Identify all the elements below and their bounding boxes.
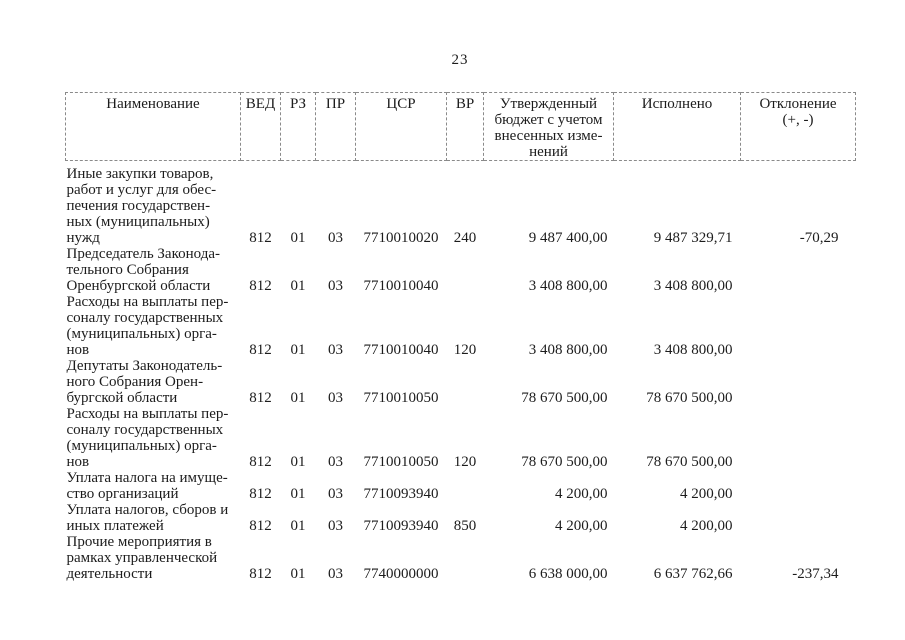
cell-name: Уплата налога на имуще- ство организаций xyxy=(66,470,228,502)
cell-budget: 9 487 400,00 xyxy=(528,230,608,246)
cell-executed: 6 637 762,66 xyxy=(653,566,733,582)
cell-csr: 7710010050 xyxy=(363,454,439,470)
cell-rz: 01 xyxy=(290,566,306,582)
cell-csr: 7710010020 xyxy=(363,230,439,246)
cell-name: Прочие мероприятия в рамках управленческ… xyxy=(66,534,218,582)
cell-ved: 812 xyxy=(249,566,272,582)
cell-pr: 03 xyxy=(328,342,343,358)
cell-csr: 7710093940 xyxy=(363,486,439,502)
header-budget: Утвержденный бюджет с учетом внесенных и… xyxy=(483,92,614,161)
table-header-row: Наименование ВЕД РЗ ПР ЦСР ВР Утвержденн… xyxy=(65,92,856,161)
cell-rz: 01 xyxy=(290,342,306,358)
cell-vr xyxy=(447,470,484,502)
cell-name: Расходы на выплаты пер- соналу государст… xyxy=(66,406,229,470)
cell-deviation xyxy=(741,294,856,358)
cell-name: Расходы на выплаты пер- соналу государст… xyxy=(66,294,229,358)
cell-budget: 4 200,00 xyxy=(555,518,608,534)
cell-csr: 7710010050 xyxy=(363,390,439,406)
cell-pr: 03 xyxy=(328,278,343,294)
cell-executed: 3 408 800,00 xyxy=(653,278,733,294)
cell-vr: 240 xyxy=(453,230,477,246)
table-row: Уплата налога на имуще- ство организаций… xyxy=(66,470,856,502)
cell-executed: 78 670 500,00 xyxy=(646,390,733,406)
cell-csr: 7710010040 xyxy=(363,278,439,294)
cell-deviation xyxy=(741,246,856,294)
cell-deviation xyxy=(741,358,856,406)
cell-executed: 78 670 500,00 xyxy=(646,454,733,470)
cell-deviation xyxy=(741,406,856,470)
header-pr: ПР xyxy=(315,92,356,161)
cell-pr: 03 xyxy=(328,230,343,246)
cell-deviation xyxy=(741,470,856,502)
cell-vr: 120 xyxy=(453,454,477,470)
cell-budget: 4 200,00 xyxy=(555,486,608,502)
cell-ved: 812 xyxy=(249,454,272,470)
cell-rz: 01 xyxy=(290,230,306,246)
cell-rz: 01 xyxy=(290,486,306,502)
cell-ved: 812 xyxy=(249,342,272,358)
cell-budget: 3 408 800,00 xyxy=(528,342,608,358)
header-name: Наименование xyxy=(65,92,241,161)
cell-budget: 3 408 800,00 xyxy=(528,278,608,294)
header-csr: ЦСР xyxy=(355,92,447,161)
header-vr: ВР xyxy=(446,92,484,161)
cell-budget: 78 670 500,00 xyxy=(521,454,608,470)
header-executed: Исполнено xyxy=(613,92,741,161)
cell-vr xyxy=(447,358,484,406)
cell-csr: 7710093940 xyxy=(363,518,439,534)
cell-pr: 03 xyxy=(328,390,343,406)
cell-vr: 850 xyxy=(453,518,477,534)
page-number: 23 xyxy=(451,52,469,68)
cell-executed: 3 408 800,00 xyxy=(653,342,733,358)
table-row: Расходы на выплаты пер- соналу государст… xyxy=(66,406,856,470)
cell-executed: 9 487 329,71 xyxy=(653,230,733,246)
cell-ved: 812 xyxy=(249,518,272,534)
cell-name: Депутаты Законодатель- ного Собрания Оре… xyxy=(66,358,223,406)
cell-budget: 6 638 000,00 xyxy=(528,566,608,582)
cell-executed: 4 200,00 xyxy=(680,518,733,534)
cell-vr xyxy=(447,246,484,294)
cell-csr: 7710010040 xyxy=(363,342,439,358)
header-deviation: Отклонение (+, -) xyxy=(740,92,856,161)
cell-csr: 7740000000 xyxy=(363,566,439,582)
cell-budget: 78 670 500,00 xyxy=(521,390,608,406)
cell-pr: 03 xyxy=(328,454,343,470)
cell-vr xyxy=(447,534,484,582)
cell-pr: 03 xyxy=(328,518,343,534)
budget-table: Наименование ВЕД РЗ ПР ЦСР ВР Утвержденн… xyxy=(65,92,856,582)
table-row: Прочие мероприятия в рамках управленческ… xyxy=(66,534,856,582)
cell-rz: 01 xyxy=(290,518,306,534)
table-row: Иные закупки товаров, работ и услуг для … xyxy=(66,166,856,246)
cell-ved: 812 xyxy=(249,390,272,406)
cell-rz: 01 xyxy=(290,278,306,294)
cell-ved: 812 xyxy=(249,486,272,502)
cell-pr: 03 xyxy=(328,486,343,502)
table-row: Председатель Законода- тельного Собрания… xyxy=(66,246,856,294)
cell-pr: 03 xyxy=(328,566,343,582)
cell-name: Уплата налогов, сборов и иных платежей xyxy=(66,502,229,534)
cell-name: Иные закупки товаров, работ и услуг для … xyxy=(66,166,217,246)
table-row: Расходы на выплаты пер- соналу государст… xyxy=(66,294,856,358)
cell-rz: 01 xyxy=(290,390,306,406)
cell-name: Председатель Законода- тельного Собрания… xyxy=(66,246,221,294)
cell-deviation xyxy=(741,502,856,534)
table-row: Уплата налогов, сборов и иных платежей 8… xyxy=(66,502,856,534)
table-row: Депутаты Законодатель- ного Собрания Оре… xyxy=(66,358,856,406)
cell-rz: 01 xyxy=(290,454,306,470)
cell-ved: 812 xyxy=(249,230,272,246)
header-rz: РЗ xyxy=(280,92,316,161)
cell-deviation: -237,34 xyxy=(792,566,839,582)
cell-vr: 120 xyxy=(453,342,477,358)
cell-ved: 812 xyxy=(249,278,272,294)
header-ved: ВЕД xyxy=(240,92,281,161)
cell-executed: 4 200,00 xyxy=(680,486,733,502)
cell-deviation: -70,29 xyxy=(799,230,839,246)
